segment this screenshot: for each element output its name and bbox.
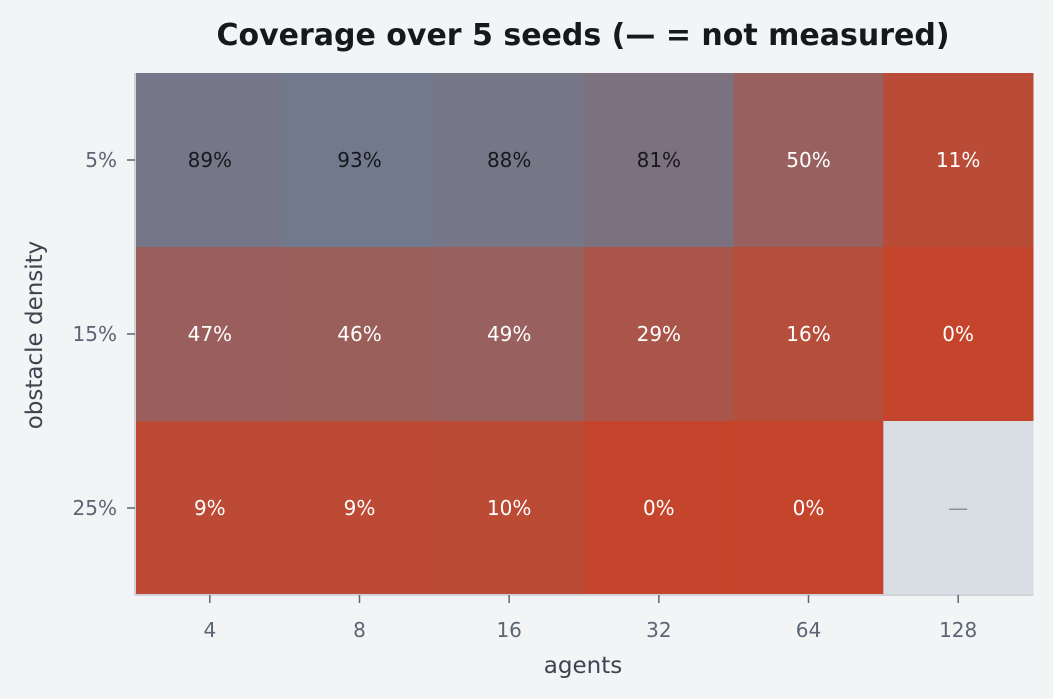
heatmap-cell-label: 49% [487, 322, 531, 346]
heatmap-cell-label: 50% [786, 148, 830, 172]
heatmap-cell-labels: 89% 93% 88% 81% 50% 11% 47% 46% 49% 29% 16% 0% 9% 9% 1… [188, 148, 981, 520]
x-axis-label: agents [544, 653, 622, 679]
heatmap-cell [434, 247, 585, 422]
heatmap-cell-label: 0% [942, 322, 974, 346]
heatmap-cell [883, 247, 1034, 422]
heatmap-cell [135, 73, 286, 248]
heatmap-cell-label: 0% [643, 496, 675, 520]
heatmap-cell [584, 247, 735, 422]
heatmap-cell [284, 421, 435, 596]
heatmap-cell [733, 73, 884, 248]
heatmap-cell-label: — [948, 496, 968, 520]
x-tick-label: 64 [796, 618, 821, 642]
heatmap-axes: 4 8 16 32 64 128 5% 15% 25% [73, 73, 1033, 642]
y-tick-label: 15% [73, 322, 117, 346]
heatmap-cell-label: 11% [936, 148, 980, 172]
y-tick-label: 25% [73, 496, 117, 520]
x-tick-label: 16 [496, 618, 521, 642]
heatmap-cell-label: 93% [337, 148, 381, 172]
heatmap-cell-label: 16% [786, 322, 830, 346]
heatmap-cell [284, 73, 435, 248]
heatmap-cell-label: 81% [637, 148, 681, 172]
heatmap-cell-label: 47% [188, 322, 232, 346]
heatmap-cell-label: 9% [344, 496, 376, 520]
heatmap-cell [135, 421, 286, 596]
heatmap-cell [434, 421, 585, 596]
heatmap-cell [883, 73, 1034, 248]
x-tick-label: 8 [353, 618, 366, 642]
heatmap-cell-label: 89% [188, 148, 232, 172]
y-tick-label: 5% [85, 148, 117, 172]
heatmap-cell-label: 29% [637, 322, 681, 346]
y-axis-label: obstacle density [22, 241, 48, 430]
heatmap-cells [135, 73, 1034, 596]
heatmap-cell [584, 421, 735, 596]
chart-title: Coverage over 5 seeds (— = not measured) [216, 18, 949, 53]
heatmap-cell [135, 247, 286, 422]
heatmap-cell-label: 88% [487, 148, 531, 172]
heatmap-cell [434, 73, 585, 248]
x-tick-label: 128 [939, 618, 977, 642]
heatmap-cell [733, 247, 884, 422]
heatmap-cell-label: 0% [793, 496, 825, 520]
heatmap-cell-label: 46% [337, 322, 381, 346]
heatmap-cell-label: 9% [194, 496, 226, 520]
heatmap-cell [584, 73, 735, 248]
x-tick-label: 4 [203, 618, 216, 642]
heatmap-cell [284, 247, 435, 422]
heatmap-cell [733, 421, 884, 596]
heatmap-cell [883, 421, 1034, 596]
x-tick-label: 32 [646, 618, 671, 642]
heatmap-cell-label: 10% [487, 496, 531, 520]
